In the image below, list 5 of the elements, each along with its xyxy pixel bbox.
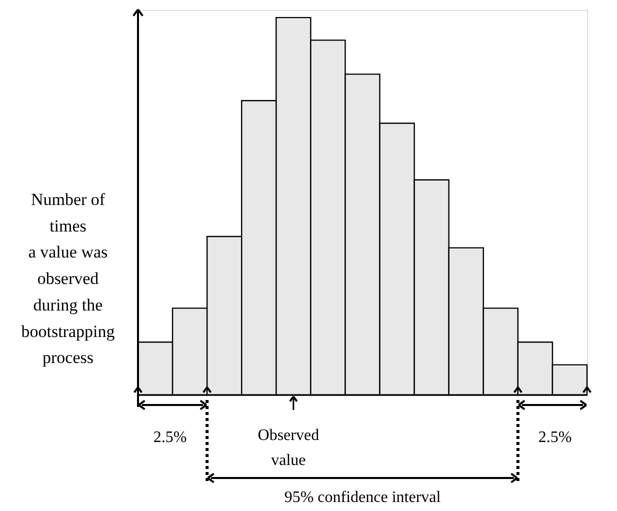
- text: 95% confidence interval: [284, 489, 442, 506]
- text: 2.5%: [538, 429, 572, 446]
- y-axis-title: Number of times a value was observed during the bootstrapping process: [21, 190, 116, 368]
- text: Observed value: [258, 427, 320, 469]
- text: 2.5%: [153, 429, 187, 446]
